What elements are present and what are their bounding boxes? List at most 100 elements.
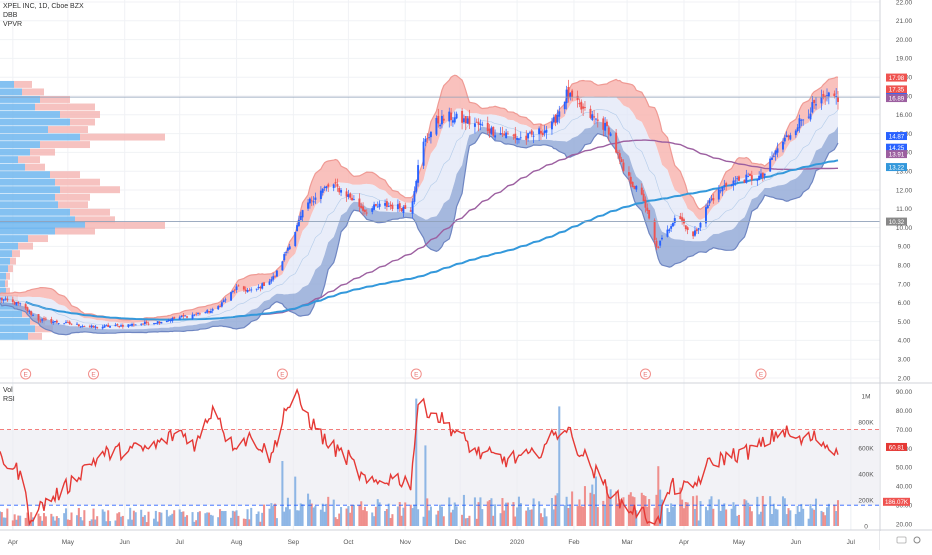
vpvr-indicator-label[interactable]: VPVR — [3, 21, 22, 28]
earnings-marker[interactable]: E — [639, 368, 651, 380]
svg-text:10.32: 10.32 — [889, 219, 905, 226]
price-tag: 10.32 — [886, 217, 907, 226]
time-tick-label: Mar — [622, 539, 634, 546]
svg-text:E: E — [280, 372, 285, 379]
svg-text:186.07K: 186.07K — [885, 499, 909, 506]
earnings-marker[interactable]: E — [88, 368, 100, 380]
price-tick-label: 8.00 — [898, 263, 911, 270]
horizontal-price-lines — [0, 96, 880, 222]
rsi-tick-label: 90.00 — [896, 389, 913, 396]
price-tick-label: 6.00 — [898, 300, 911, 307]
lower-pane-tags: 60.81 186.07K — [883, 442, 910, 506]
axis-corner[interactable] — [880, 531, 932, 550]
dbb-indicator-label[interactable]: DBB — [3, 12, 18, 19]
volume-tick-label: 200K — [858, 497, 874, 504]
svg-text:E: E — [414, 372, 419, 379]
svg-text:E: E — [23, 372, 28, 379]
earnings-marker[interactable]: E — [410, 368, 422, 380]
svg-text:13.91: 13.91 — [889, 151, 905, 158]
time-tick-label: Nov — [399, 539, 411, 546]
time-tick-label: Jun — [791, 539, 802, 546]
volume-bars — [0, 398, 840, 526]
time-tick-label: Aug — [231, 539, 243, 546]
price-tick-label: 2.00 — [898, 375, 911, 382]
earnings-marker[interactable]: E — [20, 368, 32, 380]
rsi-indicator-label[interactable]: RSI — [3, 396, 15, 403]
volume-tick-label: 600K — [858, 445, 874, 452]
price-tick-label: 11.00 — [896, 206, 912, 213]
price-tag: 14.87 — [886, 132, 907, 140]
price-tick-label: 4.00 — [898, 338, 911, 345]
symbol-title: XPEL INC, 1D, Cboe BZX — [3, 3, 84, 10]
volume-tick-label: 1M — [861, 393, 870, 400]
earnings-marker[interactable]: E — [755, 368, 767, 380]
volume-axis: 0 200K 400K 600K 800K 1M — [858, 393, 874, 530]
time-tick-label: Jul — [176, 539, 185, 546]
price-tags: 17.9817.3516.9416.8914.8714.2513.9113.22… — [886, 73, 907, 226]
rsi-tick-label: 80.00 — [896, 408, 913, 415]
price-tag: 17.35 — [886, 85, 907, 94]
svg-text:17.35: 17.35 — [889, 87, 905, 94]
time-tick-label: Jul — [847, 539, 856, 546]
settings-gear-icon[interactable] — [913, 536, 921, 544]
price-tick-label: 21.00 — [896, 18, 913, 25]
svg-text:17.98: 17.98 — [889, 75, 905, 82]
time-tick-label: Dec — [454, 539, 466, 546]
time-tick-label: Apr — [8, 539, 19, 546]
time-tick-label: Apr — [679, 539, 690, 546]
vol-indicator-label[interactable]: Vol — [3, 387, 13, 394]
price-tag: 16.89 — [886, 94, 907, 102]
time-axis[interactable]: Apr May Jun Jul Aug Sep Oct Nov Dec 2020 Feb Mar Apr… — [8, 539, 856, 546]
svg-text:E: E — [91, 372, 96, 379]
price-tick-label: 9.00 — [898, 244, 911, 251]
price-tag: 17.98 — [886, 73, 907, 82]
price-tag: 13.22 — [886, 163, 907, 171]
price-tick-label: 16.00 — [896, 112, 913, 119]
price-tick-label: 22.00 — [896, 0, 913, 6]
main-legend: XPEL INC, 1D, Cboe BZX DBB VPVR — [3, 3, 84, 28]
volume-tick-label: 400K — [858, 471, 874, 478]
price-tag: 13.91 — [886, 150, 907, 158]
price-tick-label: 12.00 — [896, 187, 913, 194]
rsi-line — [0, 387, 839, 527]
time-tick-label: 2020 — [510, 539, 525, 546]
rsi-band-fill — [0, 429, 880, 506]
time-tick-label: Oct — [343, 539, 353, 546]
rsi-tick-label: 30.00 — [896, 503, 913, 510]
volume-tick-label: 800K — [858, 419, 874, 426]
time-tick-label: May — [733, 539, 746, 546]
timezone-icon[interactable] — [896, 536, 907, 544]
time-tick-label: Sep — [288, 539, 300, 546]
svg-text:14.87: 14.87 — [889, 133, 905, 140]
time-tick-label: May — [62, 539, 75, 546]
rsi-tick-label: 40.00 — [896, 484, 913, 491]
rsi-tick-label: 70.00 — [896, 427, 913, 434]
volume-tick-label: 0 — [864, 523, 868, 530]
price-tick-label: 10.00 — [896, 225, 913, 232]
lower-legend: Vol RSI — [3, 387, 15, 403]
price-tick-label: 7.00 — [898, 281, 911, 288]
svg-text:E: E — [759, 372, 764, 379]
volume-value-tag: 186.07K — [883, 497, 910, 506]
price-tick-label: 3.00 — [898, 357, 911, 364]
rsi-value-tag: 60.81 — [886, 442, 907, 451]
svg-text:16.89: 16.89 — [889, 95, 905, 102]
price-tick-label: 20.00 — [896, 37, 913, 44]
svg-text:13.22: 13.22 — [889, 164, 905, 171]
rsi-tick-label: 20.00 — [896, 521, 913, 528]
earnings-marker[interactable]: E — [276, 368, 288, 380]
svg-text:E: E — [643, 372, 648, 379]
price-tick-label: 13.00 — [896, 169, 913, 176]
time-tick-label: Feb — [568, 539, 580, 546]
price-candles — [0, 79, 839, 330]
price-tag: 14.25 — [886, 143, 907, 152]
svg-text:14.25: 14.25 — [889, 145, 905, 152]
price-tick-label: 19.00 — [896, 56, 913, 63]
time-tick-label: Jun — [119, 539, 130, 546]
price-tick-label: 5.00 — [898, 319, 911, 326]
rsi-tick-label: 50.00 — [896, 465, 913, 472]
svg-text:60.81: 60.81 — [889, 444, 905, 451]
